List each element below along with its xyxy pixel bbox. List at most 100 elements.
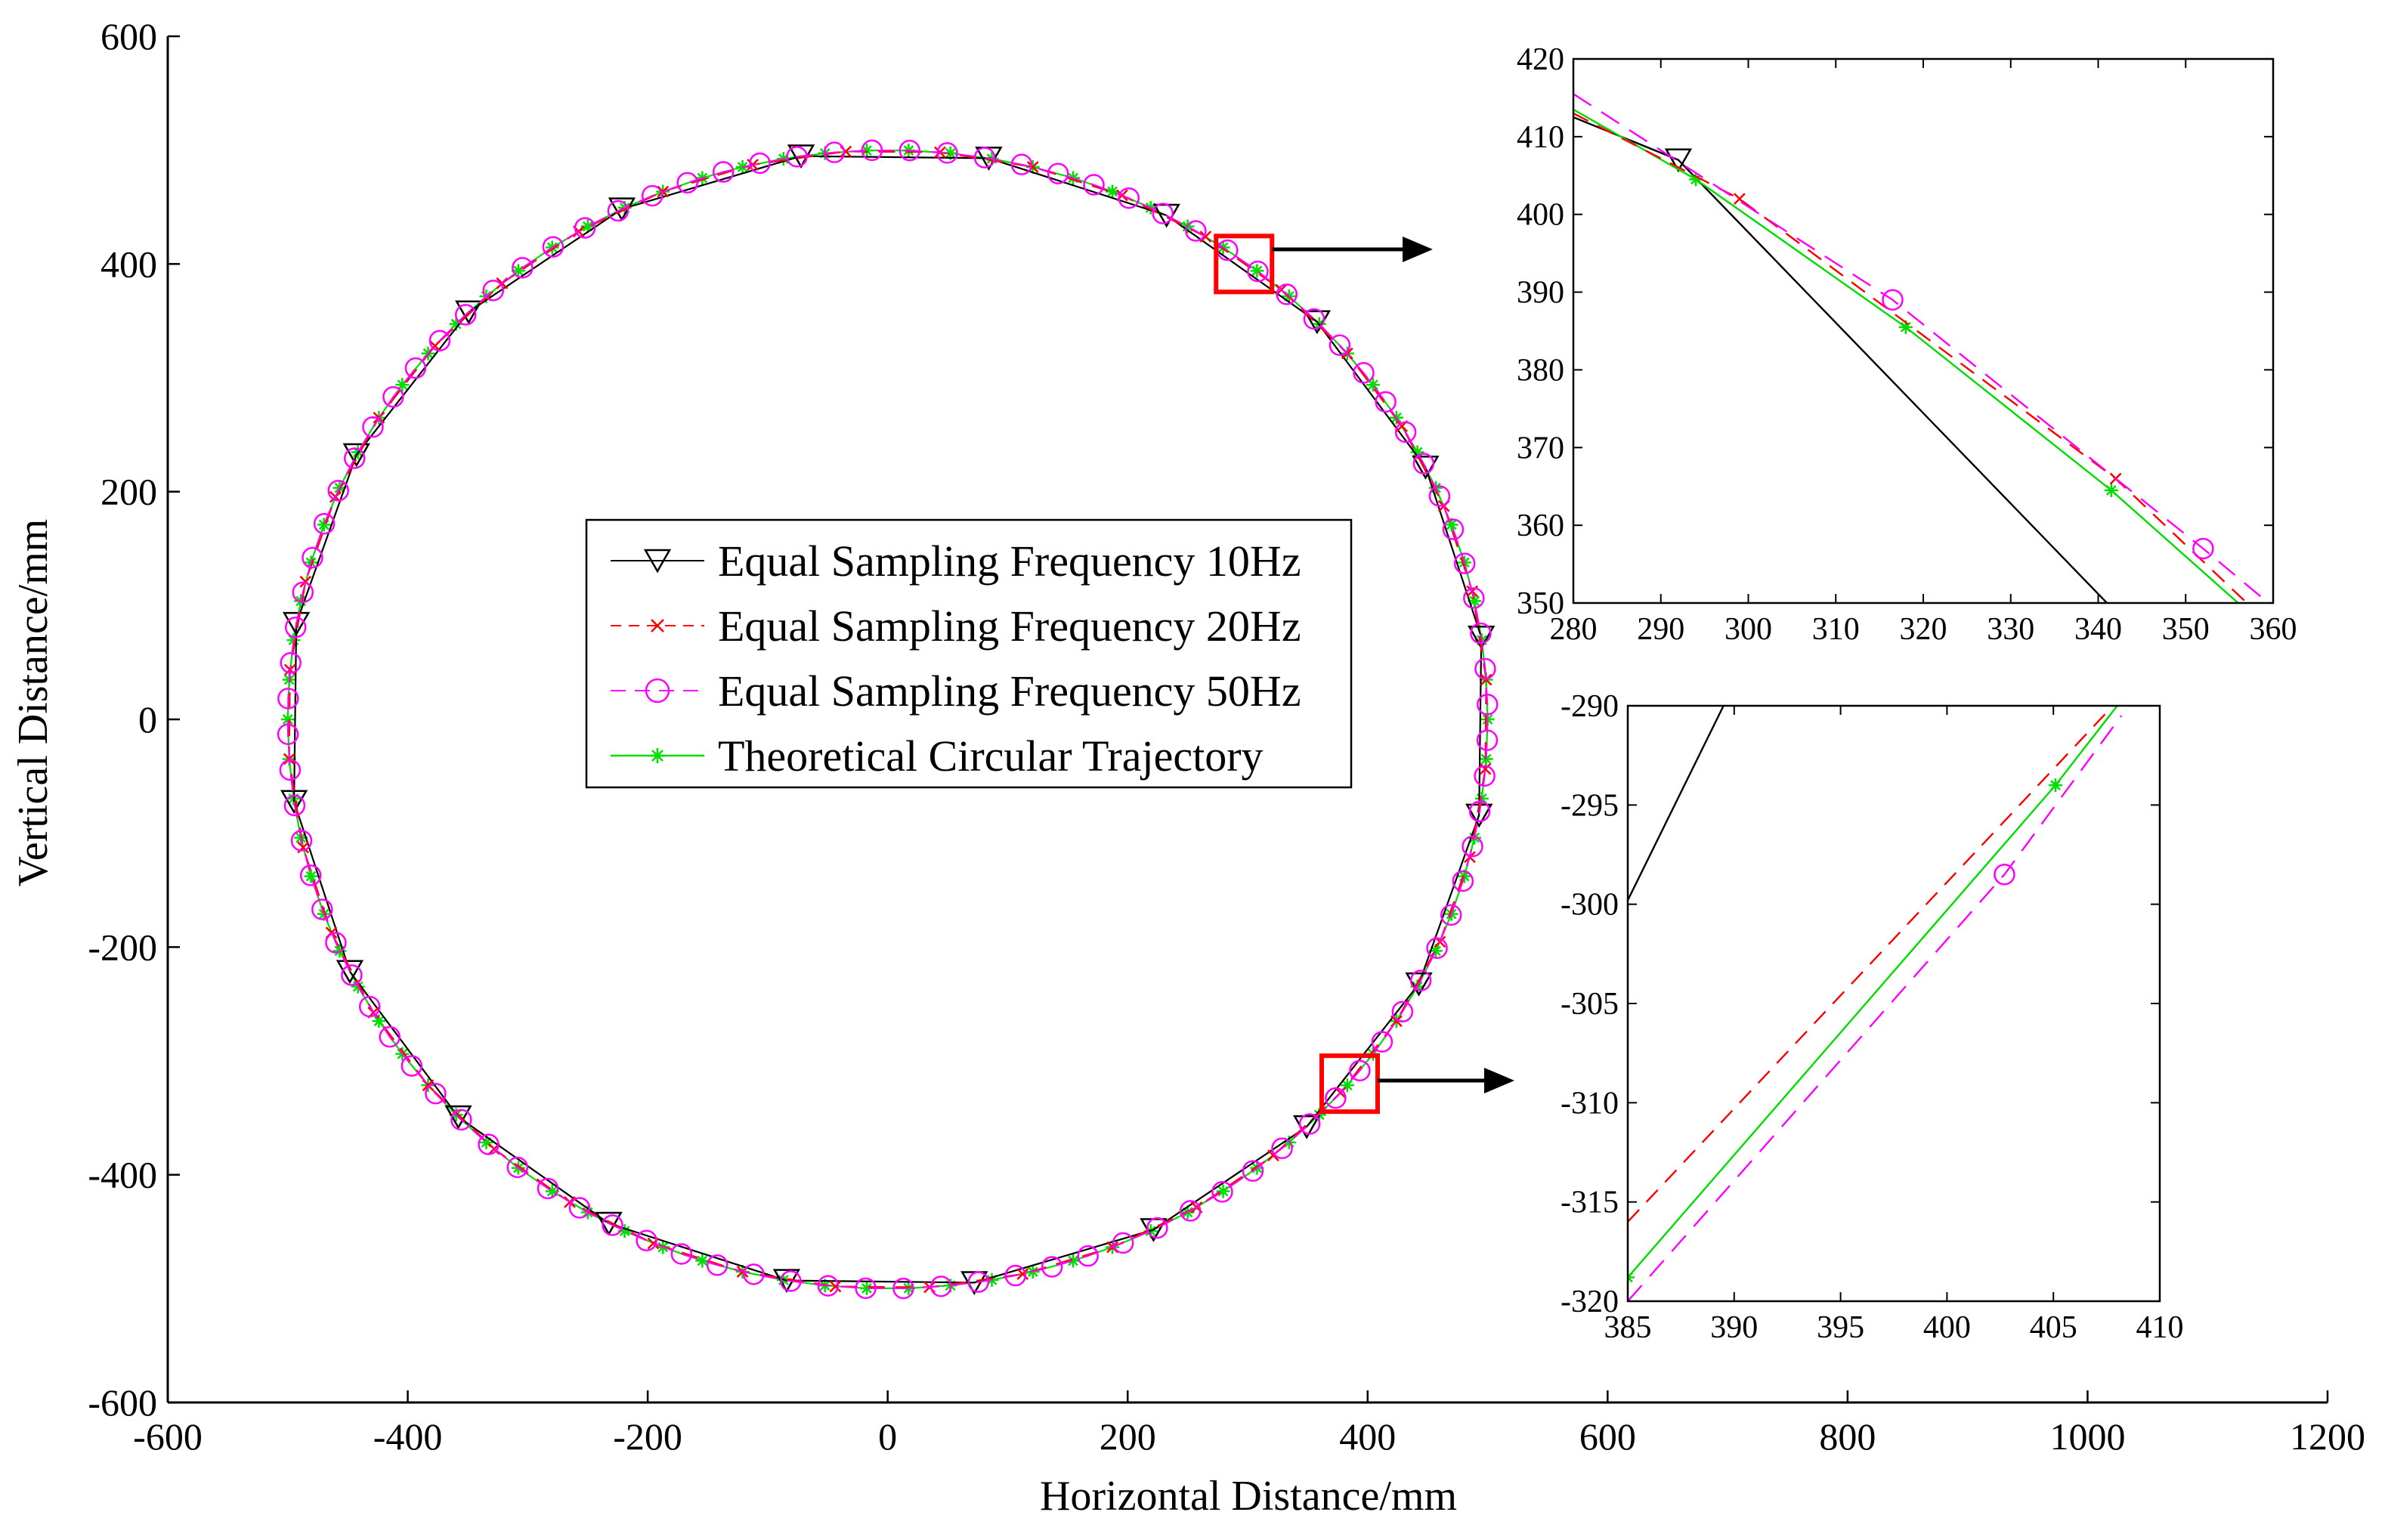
series-marker-50hz bbox=[1474, 765, 1496, 787]
legend-marker-theory bbox=[650, 748, 665, 763]
series-marker-50hz bbox=[1470, 622, 1492, 645]
inset-series-line-20hz bbox=[1573, 112, 2248, 603]
series-marker-50hz bbox=[712, 161, 735, 183]
series-marker-50hz bbox=[1375, 391, 1397, 413]
series-marker-theory bbox=[1410, 445, 1424, 459]
y-tick-label: -400 bbox=[88, 1154, 157, 1196]
series-marker-theory bbox=[859, 1281, 874, 1295]
main-plot: -600 -400 -200 0 200 400 600 800 1000 1200 -600 -40… bbox=[10, 15, 2365, 1520]
series-marker-50hz bbox=[1426, 937, 1448, 960]
inset-y-tick-label: 420 bbox=[1517, 42, 1564, 77]
series-marker-50hz bbox=[786, 146, 808, 168]
series-marker-50hz bbox=[743, 1263, 765, 1285]
zoom-arrow-head-2 bbox=[1484, 1068, 1514, 1093]
inset-x-tick-label: 330 bbox=[1987, 612, 2034, 647]
x-tick-label: 1200 bbox=[2290, 1415, 2365, 1458]
series-marker-50hz bbox=[1083, 174, 1105, 196]
series-marker-50hz bbox=[280, 651, 302, 674]
inset-x-tick-label: 340 bbox=[2074, 612, 2122, 647]
series-marker-50hz bbox=[1412, 453, 1435, 475]
series-marker-10hz bbox=[1412, 455, 1440, 480]
series-marker-50hz bbox=[382, 386, 404, 408]
y-tick-label: 0 bbox=[138, 698, 157, 741]
series-marker-theory bbox=[304, 869, 318, 883]
series-marker-20hz bbox=[1016, 1268, 1029, 1280]
series-marker-50hz bbox=[284, 617, 307, 639]
series-marker-50hz bbox=[706, 1254, 728, 1276]
inset-y-tick-label: 400 bbox=[1517, 198, 1564, 233]
inset-series-marker-theory bbox=[2049, 778, 2063, 793]
inset-x-tick-label: 320 bbox=[1900, 612, 1947, 647]
series-marker-theory bbox=[1066, 1254, 1080, 1268]
series-marker-50hz bbox=[343, 447, 366, 469]
series-marker-50hz bbox=[1303, 308, 1325, 330]
inset-y-tick-label: 350 bbox=[1517, 586, 1564, 621]
series-marker-50hz bbox=[425, 1082, 447, 1105]
inset-series-marker-theory bbox=[1898, 320, 1913, 334]
series-marker-50hz bbox=[341, 964, 363, 986]
series-marker-50hz bbox=[892, 1277, 914, 1300]
series-marker-50hz bbox=[973, 147, 996, 169]
series-marker-50hz bbox=[1452, 870, 1474, 892]
series-marker-50hz bbox=[1468, 800, 1491, 822]
legend-label-50hz: Equal Sampling Frequency 50Hz bbox=[718, 666, 1301, 716]
y-tick-label: 400 bbox=[101, 243, 157, 285]
x-tick-label: 400 bbox=[1339, 1415, 1396, 1458]
series-marker-10hz bbox=[336, 960, 364, 985]
series-marker-50hz bbox=[277, 723, 299, 745]
series-marker-50hz bbox=[542, 236, 565, 258]
inset-x-tick-label: 405 bbox=[2030, 1310, 2077, 1345]
inset-series-marker-theory bbox=[1689, 172, 1703, 187]
inset-y-tick-label: 380 bbox=[1517, 353, 1564, 388]
legend: Equal Sampling Frequency 10Hz Equal Samp… bbox=[585, 518, 1353, 789]
x-tick-label: 800 bbox=[1819, 1415, 1876, 1458]
series-marker-50hz bbox=[428, 329, 451, 352]
series-marker-50hz bbox=[574, 217, 596, 239]
series-marker-10hz bbox=[342, 443, 370, 468]
series-marker-50hz bbox=[1394, 421, 1417, 444]
series-marker-theory bbox=[372, 1014, 386, 1028]
series-marker-50hz bbox=[636, 1229, 657, 1252]
series-marker-50hz bbox=[967, 1271, 990, 1293]
x-tick-label: -200 bbox=[613, 1415, 682, 1458]
series-marker-50hz bbox=[279, 759, 302, 781]
series-marker-theory bbox=[1216, 1184, 1230, 1198]
series-marker-50hz bbox=[1391, 1000, 1414, 1023]
zoom-arrow-head-1 bbox=[1403, 237, 1433, 262]
series-marker-theory bbox=[695, 1254, 710, 1268]
series-marker-theory bbox=[449, 317, 463, 331]
series-marker-50hz bbox=[1329, 334, 1351, 357]
series-marker-50hz bbox=[1004, 1264, 1027, 1287]
series-marker-theory bbox=[511, 264, 525, 278]
series-marker-50hz bbox=[1371, 1031, 1394, 1053]
zoom-box-1 bbox=[1214, 233, 1275, 295]
series-marker-50hz bbox=[823, 141, 846, 163]
legend-label-theory: Theoretical Circular Trajectory bbox=[718, 731, 1264, 781]
series-marker-theory bbox=[1428, 944, 1443, 958]
main-series-group bbox=[277, 139, 1499, 1300]
series-marker-50hz bbox=[325, 932, 347, 954]
legend-box bbox=[585, 518, 1353, 789]
series-marker-50hz bbox=[641, 184, 664, 207]
series-marker-50hz bbox=[450, 1109, 472, 1131]
series-marker-50hz bbox=[1047, 162, 1069, 184]
inset-series-line-10hz bbox=[1628, 706, 1724, 901]
series-marker-50hz bbox=[299, 864, 322, 886]
y-tick-label: 600 bbox=[101, 15, 157, 57]
series-marker-theory bbox=[479, 1135, 493, 1149]
legend-entry-20hz: Equal Sampling Frequency 20Hz bbox=[611, 601, 1301, 651]
inset-series-marker-theory bbox=[2104, 483, 2118, 497]
series-marker-20hz bbox=[1479, 762, 1492, 775]
legend-entry-10hz: Equal Sampling Frequency 10Hz bbox=[611, 537, 1301, 586]
series-marker-50hz bbox=[1409, 969, 1432, 991]
legend-entry-50hz: Equal Sampling Frequency 50Hz bbox=[611, 666, 1301, 716]
inset-x-tick-label: 410 bbox=[2136, 1310, 2184, 1345]
series-marker-50hz bbox=[1453, 552, 1476, 574]
inset-y-tick-label: 370 bbox=[1517, 431, 1564, 465]
inset-series-marker-50hz bbox=[2192, 537, 2214, 560]
inset-data bbox=[1573, 93, 2270, 603]
series-marker-10hz bbox=[1405, 972, 1433, 997]
series-marker-50hz bbox=[277, 688, 299, 710]
series-marker-theory bbox=[1340, 1078, 1354, 1093]
series-marker-theory bbox=[1250, 264, 1264, 278]
